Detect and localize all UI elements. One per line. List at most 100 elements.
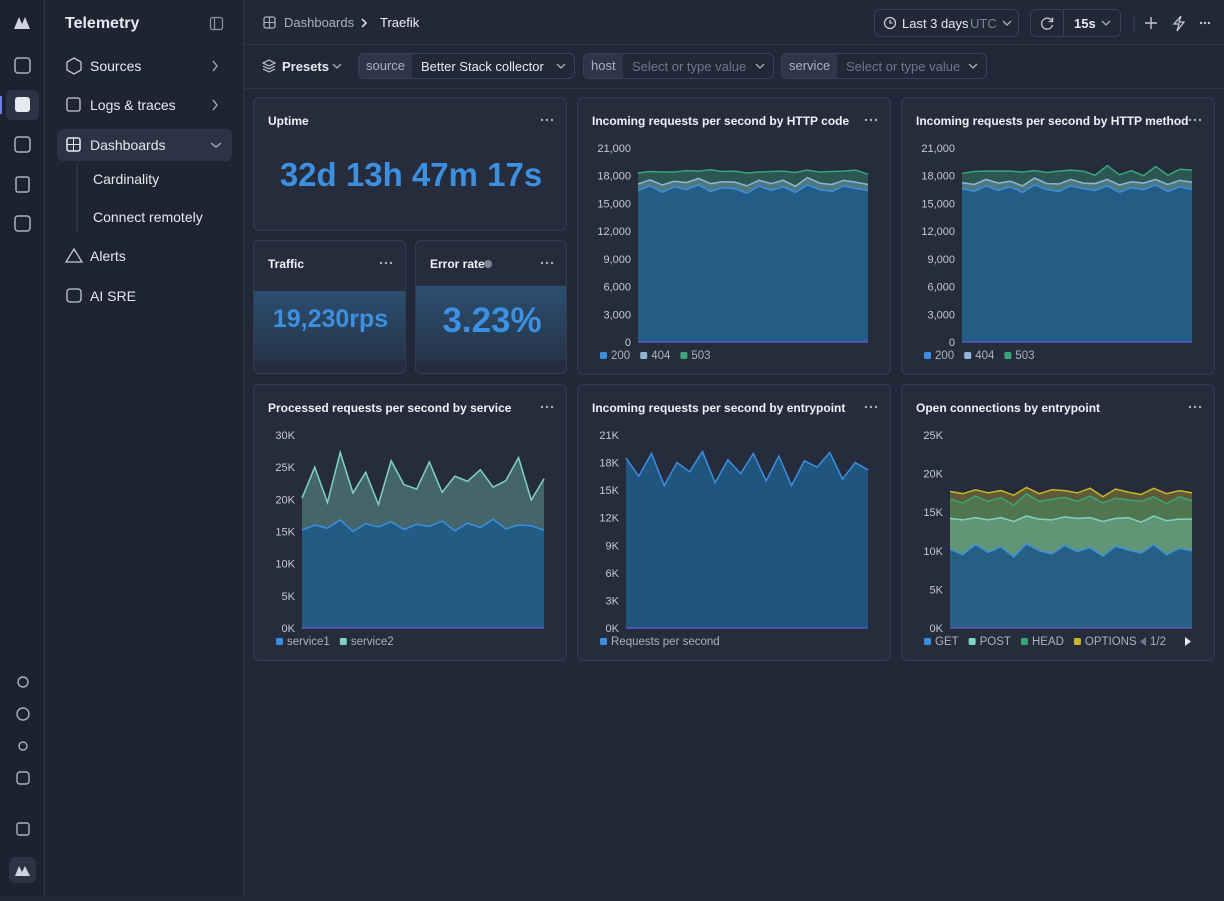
filter-value: Better Stack collector bbox=[421, 59, 544, 74]
y-tick-label: 18K bbox=[599, 458, 619, 470]
y-tick-label: 21,000 bbox=[921, 143, 955, 155]
legend-label: POST bbox=[980, 636, 1011, 648]
timezone: UTC bbox=[970, 16, 997, 31]
legend-swatch bbox=[680, 352, 688, 359]
panel-menu[interactable] bbox=[864, 117, 878, 123]
series-line bbox=[301, 449, 545, 507]
chevron bbox=[968, 63, 978, 69]
icon[interactable] bbox=[15, 176, 30, 193]
panel-menu[interactable] bbox=[864, 404, 878, 410]
breadcrumb[interactable]: Dashboards bbox=[284, 15, 355, 30]
legend-swatch bbox=[968, 638, 976, 645]
nav-item[interactable]: Sources bbox=[90, 58, 142, 74]
legend-label: 503 bbox=[1015, 350, 1034, 362]
y-tick-label: 0 bbox=[625, 337, 631, 349]
series-group bbox=[301, 449, 545, 628]
nav-subitem[interactable]: Connect remotely bbox=[93, 209, 203, 225]
y-tick-label: 12,000 bbox=[597, 226, 631, 238]
collapse-icon[interactable] bbox=[209, 16, 225, 32]
icon[interactable] bbox=[16, 771, 30, 785]
legend-label: Requests per second bbox=[611, 636, 720, 648]
chart-panel: Processed requests per second by service… bbox=[253, 384, 567, 661]
icon[interactable] bbox=[16, 822, 30, 836]
nav-icons bbox=[64, 57, 222, 303]
y-tick-label: 25K bbox=[923, 430, 943, 442]
icon[interactable] bbox=[9, 857, 36, 883]
legend-swatch bbox=[1020, 638, 1028, 645]
menu-dot bbox=[1193, 405, 1197, 409]
panel-menu[interactable] bbox=[540, 260, 554, 266]
icon[interactable] bbox=[14, 136, 31, 153]
menu-dot bbox=[869, 405, 873, 409]
y-tick-label: 5K bbox=[282, 591, 296, 603]
y-tick-label: 15K bbox=[275, 527, 295, 539]
series-line bbox=[961, 184, 1193, 194]
menu-dot bbox=[874, 118, 878, 122]
stat-panel: Traffic 19,230rps bbox=[253, 240, 406, 374]
stat-value: 19,230rps bbox=[272, 305, 389, 333]
dropdown-icon bbox=[755, 63, 765, 69]
menu-dot bbox=[1193, 118, 1197, 122]
legend-swatch bbox=[640, 352, 648, 359]
legend-swatch bbox=[600, 352, 607, 359]
icon[interactable] bbox=[14, 215, 31, 232]
icon[interactable] bbox=[18, 741, 28, 751]
chart-panel: Incoming requests per second by HTTP met… bbox=[901, 97, 1215, 375]
topbar: Dashboards Traefik Last 3 days UTC 15s bbox=[244, 0, 1224, 45]
refresh-control[interactable]: 15s bbox=[1030, 9, 1121, 37]
area-fill bbox=[638, 184, 868, 342]
area-fill bbox=[950, 543, 1192, 628]
toolbar-icons[interactable] bbox=[1132, 12, 1212, 34]
panel-menu[interactable] bbox=[379, 260, 393, 266]
filter[interactable]: host Select or type value bbox=[583, 53, 774, 79]
y-tick-label: 15K bbox=[599, 485, 619, 497]
panel-menu[interactable] bbox=[1188, 404, 1202, 410]
stat-value: 32d 13h 47m 17s bbox=[279, 156, 543, 193]
nav-item[interactable]: Logs & traces bbox=[90, 97, 176, 113]
filter[interactable]: source Better Stack collector bbox=[358, 53, 575, 79]
series-line bbox=[949, 515, 1192, 524]
y-tick-label: 6,000 bbox=[603, 282, 631, 294]
presets[interactable]: Presets bbox=[282, 59, 329, 74]
area-fill bbox=[962, 184, 1192, 342]
brand: Telemetry bbox=[65, 15, 140, 32]
panel-title: Uptime bbox=[268, 114, 309, 128]
series-line bbox=[637, 168, 869, 176]
nav-item[interactable]: Dashboards bbox=[90, 137, 166, 153]
menu-dot bbox=[864, 405, 868, 409]
icon[interactable] bbox=[14, 57, 31, 74]
filter[interactable]: service Select or type value bbox=[781, 53, 987, 79]
y-tick-label: 20K bbox=[923, 469, 943, 481]
icon-rail bbox=[0, 0, 45, 896]
time-picker[interactable]: Last 3 days UTC bbox=[874, 9, 1019, 37]
panel-title: Incoming requests per second by entrypoi… bbox=[592, 401, 846, 415]
rail-icons bbox=[0, 17, 39, 883]
menu-dot bbox=[540, 261, 544, 265]
chart-panel: Incoming requests per second by HTTP cod… bbox=[577, 97, 891, 375]
panel-menu[interactable] bbox=[1188, 117, 1202, 123]
nav-item[interactable]: Alerts bbox=[90, 248, 126, 264]
y-tick-label: 21,000 bbox=[597, 143, 631, 155]
legend-swatch bbox=[1004, 352, 1012, 359]
icon[interactable] bbox=[16, 707, 30, 721]
y-tick-label: 3,000 bbox=[927, 309, 955, 321]
y-tick-label: 18,000 bbox=[597, 171, 631, 183]
series-group bbox=[961, 164, 1193, 342]
nav-subitem[interactable]: Cardinality bbox=[93, 171, 160, 187]
icon[interactable] bbox=[17, 676, 29, 688]
series-line bbox=[949, 492, 1193, 507]
panel-menu[interactable] bbox=[540, 117, 554, 123]
y-tick-label: 30K bbox=[275, 430, 295, 442]
legend-label: GET bbox=[935, 636, 959, 648]
legend-swatch bbox=[276, 638, 283, 645]
panel-menu[interactable] bbox=[540, 404, 554, 410]
area-fill bbox=[302, 519, 544, 628]
filter-label: service bbox=[782, 54, 838, 78]
menu-dot bbox=[874, 405, 878, 409]
y-tick-label: 15,000 bbox=[921, 198, 955, 210]
menu-dot bbox=[1188, 118, 1192, 122]
icon[interactable] bbox=[15, 97, 30, 112]
y-tick-label: 12K bbox=[599, 513, 619, 525]
nav-item[interactable]: AI SRE bbox=[90, 288, 136, 304]
